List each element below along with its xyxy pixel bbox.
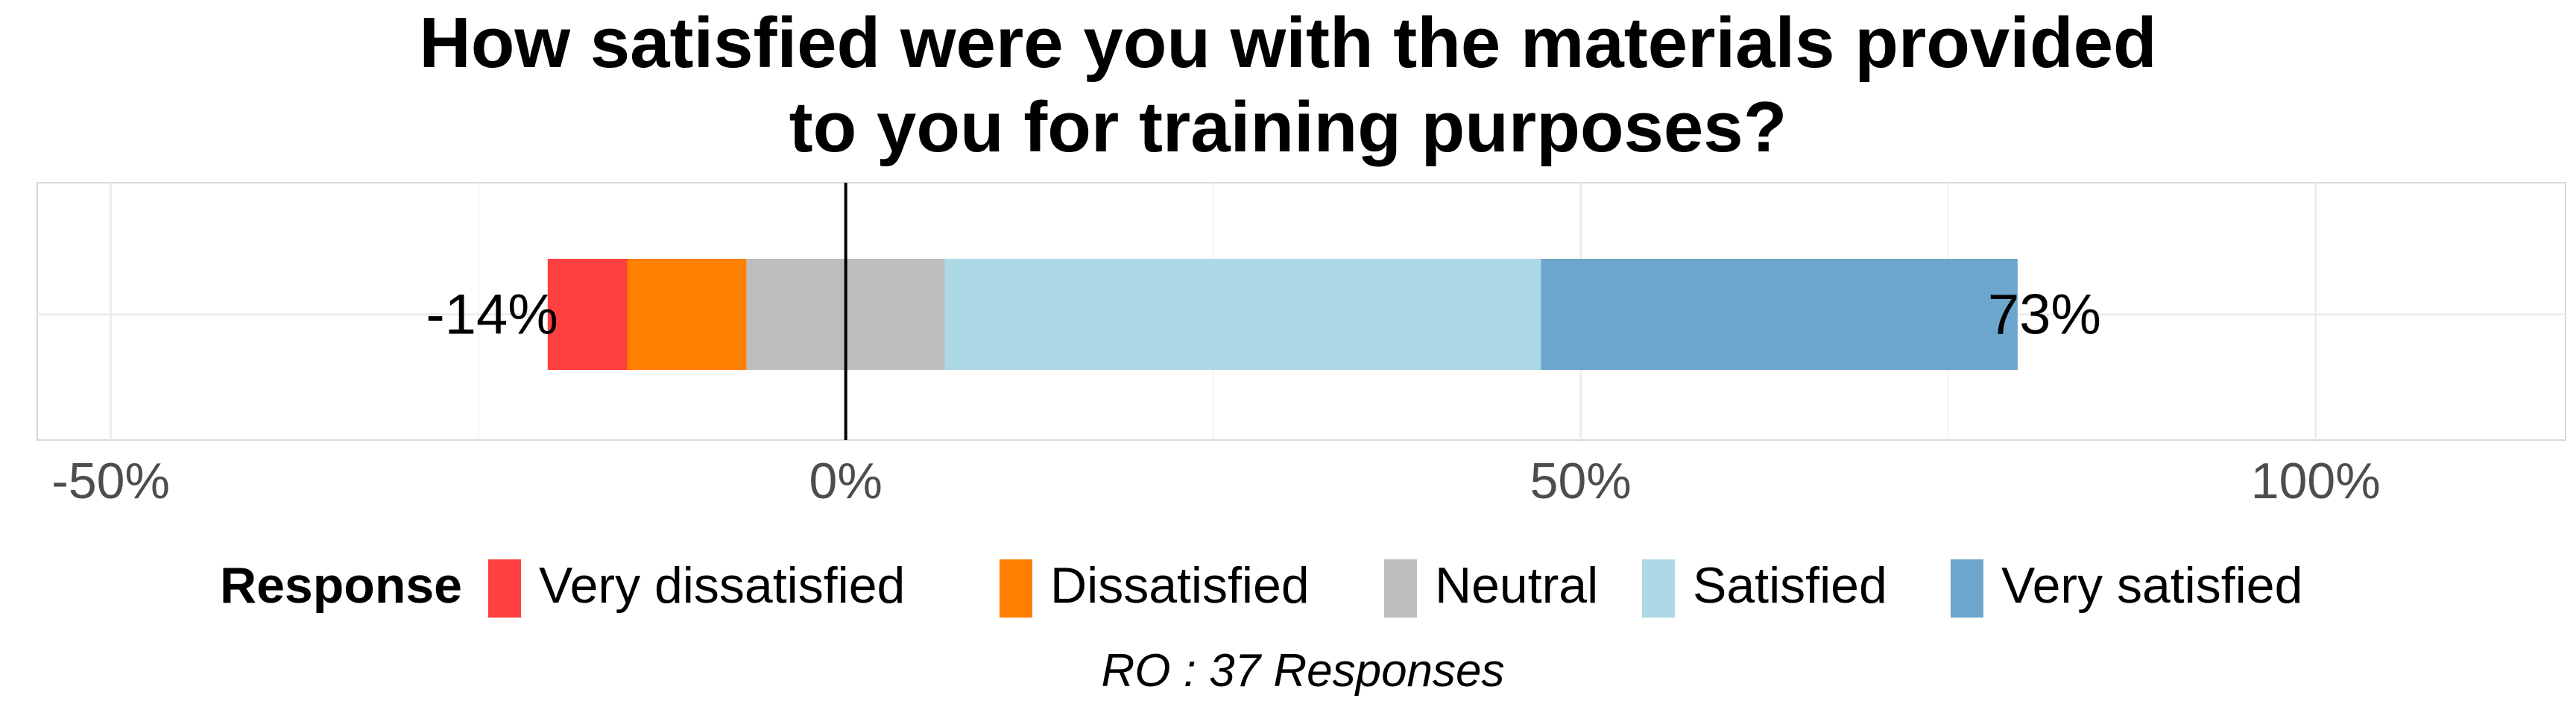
bar-segments <box>547 259 2018 370</box>
legend: Response Very dissatisfied Dissatisfied Neu… <box>220 557 2302 618</box>
legend-title: Response <box>220 557 462 614</box>
legend-label-neutral: Neutral <box>1435 557 1598 614</box>
chart-caption: RO : 37 Responses <box>1101 645 1504 697</box>
x-tick-label: -50% <box>51 453 170 509</box>
bar-segment-satisfied <box>944 259 1541 370</box>
x-tick-label: 50% <box>1530 453 1632 509</box>
legend-label-very-satisfied: Very satisfied <box>2001 557 2302 614</box>
x-axis-ticks: -50% 0% 50% 100% <box>51 453 2380 509</box>
legend-swatch-satisfied <box>1642 559 1675 618</box>
legend-swatch-very-dissatisfied <box>488 559 521 618</box>
legend-label-very-dissatisfied: Very dissatisfied <box>539 557 905 614</box>
legend-swatch-very-satisfied <box>1951 559 1983 618</box>
legend-label-dissatisfied: Dissatisfied <box>1050 557 1310 614</box>
chart-title-line-2: to you for training purposes? <box>789 87 1787 167</box>
legend-swatch-neutral <box>1384 559 1417 618</box>
legend-swatch-dissatisfied <box>1000 559 1032 618</box>
chart-title-line-1: How satisfied were you with the material… <box>419 3 2156 83</box>
legend-label-satisfied: Satisfied <box>1693 557 1887 614</box>
bar-segment-very-dissatisfied <box>547 259 628 370</box>
x-tick-label: 100% <box>2251 453 2381 509</box>
bar-segment-very-satisfied <box>1541 259 2018 370</box>
left-total-label: -14% <box>426 283 558 347</box>
right-total-label: 73% <box>1988 283 2101 347</box>
x-tick-label: 0% <box>809 453 883 509</box>
bar-segment-dissatisfied <box>627 259 747 370</box>
